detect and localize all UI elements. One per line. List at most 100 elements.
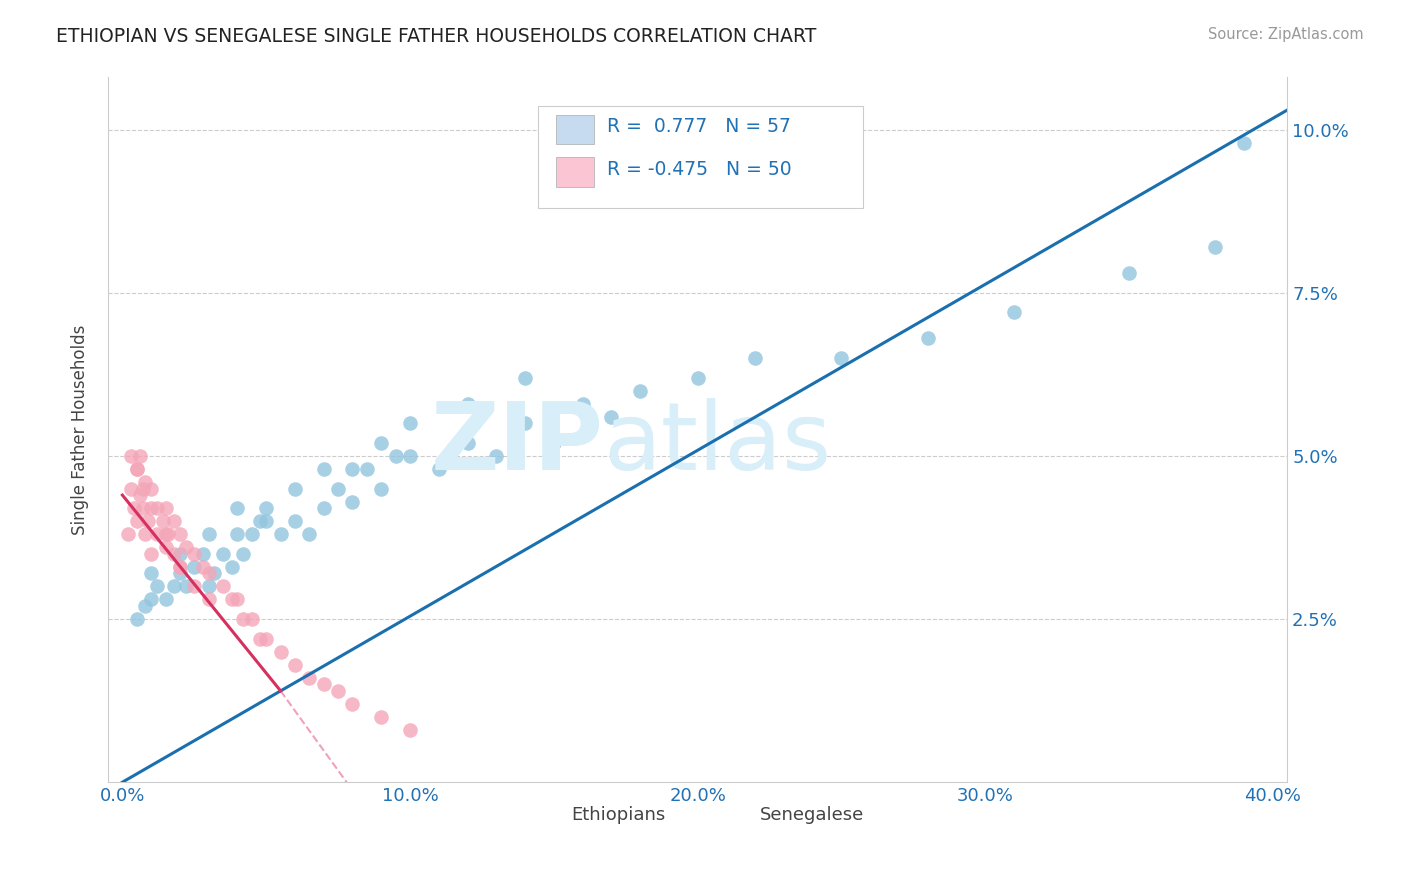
- Point: [600, 409, 623, 424]
- Point: [125, 462, 148, 476]
- Point: [120, 449, 142, 463]
- Point: [384, 449, 406, 463]
- Point: [134, 527, 156, 541]
- Point: [139, 482, 162, 496]
- Point: [117, 527, 139, 541]
- Point: [457, 397, 479, 411]
- Point: [197, 527, 219, 541]
- Point: [240, 527, 263, 541]
- Point: [125, 462, 148, 476]
- Point: [163, 547, 186, 561]
- Point: [226, 527, 249, 541]
- Point: [457, 435, 479, 450]
- Point: [169, 559, 191, 574]
- Point: [152, 514, 174, 528]
- Point: [134, 599, 156, 613]
- Point: [212, 579, 235, 593]
- Point: [399, 449, 422, 463]
- Point: [342, 697, 364, 711]
- Point: [128, 488, 150, 502]
- Point: [342, 494, 364, 508]
- Point: [254, 501, 277, 516]
- Point: [197, 579, 219, 593]
- Point: [197, 566, 219, 581]
- Point: [284, 514, 307, 528]
- Text: Ethiopians: Ethiopians: [571, 806, 665, 824]
- Point: [513, 370, 536, 384]
- Point: [1118, 266, 1140, 280]
- Point: [326, 482, 349, 496]
- Point: [146, 579, 169, 593]
- Text: ZIP: ZIP: [430, 398, 603, 490]
- Text: Source: ZipAtlas.com: Source: ZipAtlas.com: [1208, 27, 1364, 42]
- Point: [399, 417, 422, 431]
- Point: [125, 514, 148, 528]
- Point: [298, 527, 321, 541]
- Point: [120, 482, 142, 496]
- Point: [139, 566, 162, 581]
- Point: [370, 710, 392, 724]
- Text: Senegalese: Senegalese: [761, 806, 865, 824]
- Point: [284, 482, 307, 496]
- Point: [356, 462, 378, 476]
- Point: [169, 547, 191, 561]
- Point: [122, 501, 145, 516]
- Point: [270, 645, 292, 659]
- Point: [155, 592, 177, 607]
- Point: [169, 566, 191, 581]
- Text: R = -0.475   N = 50: R = -0.475 N = 50: [607, 160, 792, 178]
- Point: [254, 632, 277, 646]
- Point: [370, 482, 392, 496]
- Point: [226, 592, 249, 607]
- Point: [226, 501, 249, 516]
- Point: [169, 559, 191, 574]
- Point: [399, 723, 422, 737]
- Point: [249, 514, 271, 528]
- Point: [128, 449, 150, 463]
- Point: [232, 547, 254, 561]
- Point: [183, 579, 205, 593]
- Point: [744, 351, 766, 365]
- Point: [370, 435, 392, 450]
- Point: [174, 541, 197, 555]
- Point: [183, 547, 205, 561]
- Text: R =  0.777   N = 57: R = 0.777 N = 57: [607, 117, 790, 136]
- Point: [163, 514, 186, 528]
- Point: [326, 683, 349, 698]
- Bar: [557, 115, 593, 145]
- Bar: [557, 157, 593, 186]
- Point: [1002, 305, 1025, 319]
- Point: [232, 612, 254, 626]
- Bar: [533, 807, 562, 824]
- Point: [174, 579, 197, 593]
- Point: [155, 527, 177, 541]
- Point: [125, 612, 148, 626]
- Point: [139, 501, 162, 516]
- Point: [543, 435, 565, 450]
- Point: [1233, 136, 1256, 150]
- Point: [155, 501, 177, 516]
- Point: [513, 417, 536, 431]
- Point: [221, 559, 243, 574]
- Point: [571, 397, 593, 411]
- Text: atlas: atlas: [603, 398, 831, 490]
- Point: [284, 657, 307, 672]
- Point: [146, 527, 169, 541]
- Point: [312, 462, 335, 476]
- Point: [146, 501, 169, 516]
- FancyBboxPatch shape: [538, 105, 863, 208]
- Text: ETHIOPIAN VS SENEGALESE SINGLE FATHER HOUSEHOLDS CORRELATION CHART: ETHIOPIAN VS SENEGALESE SINGLE FATHER HO…: [56, 27, 817, 45]
- Point: [134, 475, 156, 489]
- Point: [197, 592, 219, 607]
- Point: [183, 559, 205, 574]
- Point: [312, 501, 335, 516]
- Point: [191, 559, 214, 574]
- Point: [342, 462, 364, 476]
- Point: [917, 331, 939, 345]
- Point: [240, 612, 263, 626]
- Point: [221, 592, 243, 607]
- Point: [628, 384, 651, 398]
- Point: [298, 671, 321, 685]
- Point: [312, 677, 335, 691]
- Point: [249, 632, 271, 646]
